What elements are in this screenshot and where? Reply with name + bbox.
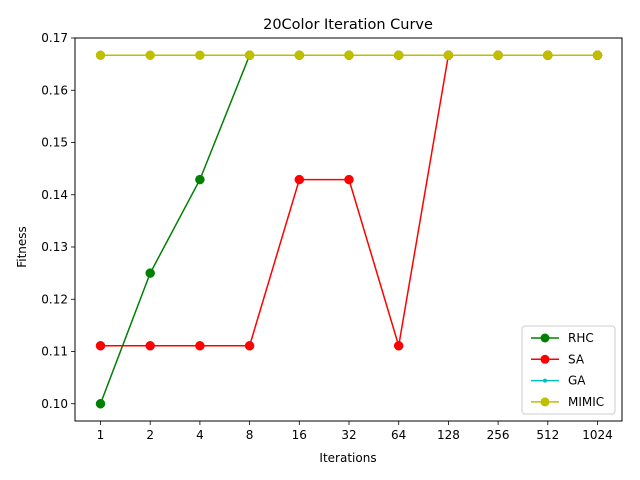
- y-tick-label: 0.14: [41, 188, 68, 202]
- y-tick-label: 0.10: [41, 397, 68, 411]
- y-axis-label: Fitness: [15, 226, 29, 268]
- legend-box: [521, 325, 616, 415]
- data-point: [294, 174, 305, 185]
- data-point: [244, 50, 255, 60]
- data-point: [145, 341, 155, 351]
- legend-label: GA: [568, 374, 586, 388]
- y-tick-label: 0.12: [41, 292, 68, 306]
- x-tick-label: 16: [292, 428, 307, 442]
- x-axis-ticks: 1 2 4 8 16 32 64 128 256 512 1024: [97, 421, 613, 442]
- series-mimic: [95, 50, 603, 60]
- data-point: [393, 341, 404, 351]
- x-tick-label: 4: [196, 428, 204, 442]
- y-tick-label: 0.11: [41, 345, 68, 359]
- x-tick-label: 64: [391, 428, 406, 442]
- data-point: [393, 50, 404, 60]
- x-tick-label: 256: [487, 428, 510, 442]
- legend-item: RHC: [531, 331, 594, 345]
- data-point: [95, 50, 106, 60]
- y-axis-ticks: 0.10 0.11 0.12 0.13 0.14 0.15 0.16 0.17: [41, 31, 75, 411]
- legend-marker: [540, 397, 550, 407]
- legend-label: RHC: [568, 331, 594, 345]
- legend-label: SA: [568, 352, 585, 366]
- legend-label: MIMIC: [568, 395, 604, 409]
- data-point: [195, 50, 205, 60]
- data-point: [344, 174, 354, 185]
- data-point: [443, 50, 454, 60]
- data-point: [592, 50, 603, 60]
- data-point: [244, 341, 255, 351]
- x-tick-label: 32: [341, 428, 356, 442]
- legend-marker: [543, 378, 547, 383]
- x-tick-label: 512: [536, 428, 559, 442]
- y-tick-label: 0.13: [41, 240, 68, 254]
- x-axis-label: Iterations: [319, 451, 376, 465]
- data-point: [195, 174, 205, 185]
- data-point: [294, 50, 305, 60]
- legend-item: GA: [531, 374, 586, 388]
- legend-item: SA: [531, 352, 585, 366]
- legend: RHC SA GA MIMIC: [521, 325, 616, 415]
- data-point: [95, 399, 106, 409]
- y-tick-label: 0.17: [41, 31, 68, 45]
- x-tick-label: 2: [146, 428, 154, 442]
- x-tick-label: 1024: [582, 428, 613, 442]
- x-tick-label: 8: [246, 428, 254, 442]
- data-point: [95, 341, 106, 351]
- legend-marker: [540, 333, 550, 343]
- y-tick-label: 0.16: [41, 83, 68, 97]
- data-point: [145, 50, 155, 60]
- legend-marker: [540, 354, 550, 364]
- data-point: [543, 50, 553, 60]
- chart-title: 20Color Iteration Curve: [263, 17, 433, 33]
- data-point: [344, 50, 354, 60]
- data-point: [493, 50, 503, 60]
- data-point: [145, 268, 155, 278]
- y-tick-label: 0.15: [41, 136, 68, 150]
- data-point: [195, 341, 205, 351]
- series-layer: [95, 50, 603, 409]
- x-tick-label: 128: [437, 428, 460, 442]
- legend-item: MIMIC: [531, 395, 604, 409]
- x-tick-label: 1: [97, 428, 105, 442]
